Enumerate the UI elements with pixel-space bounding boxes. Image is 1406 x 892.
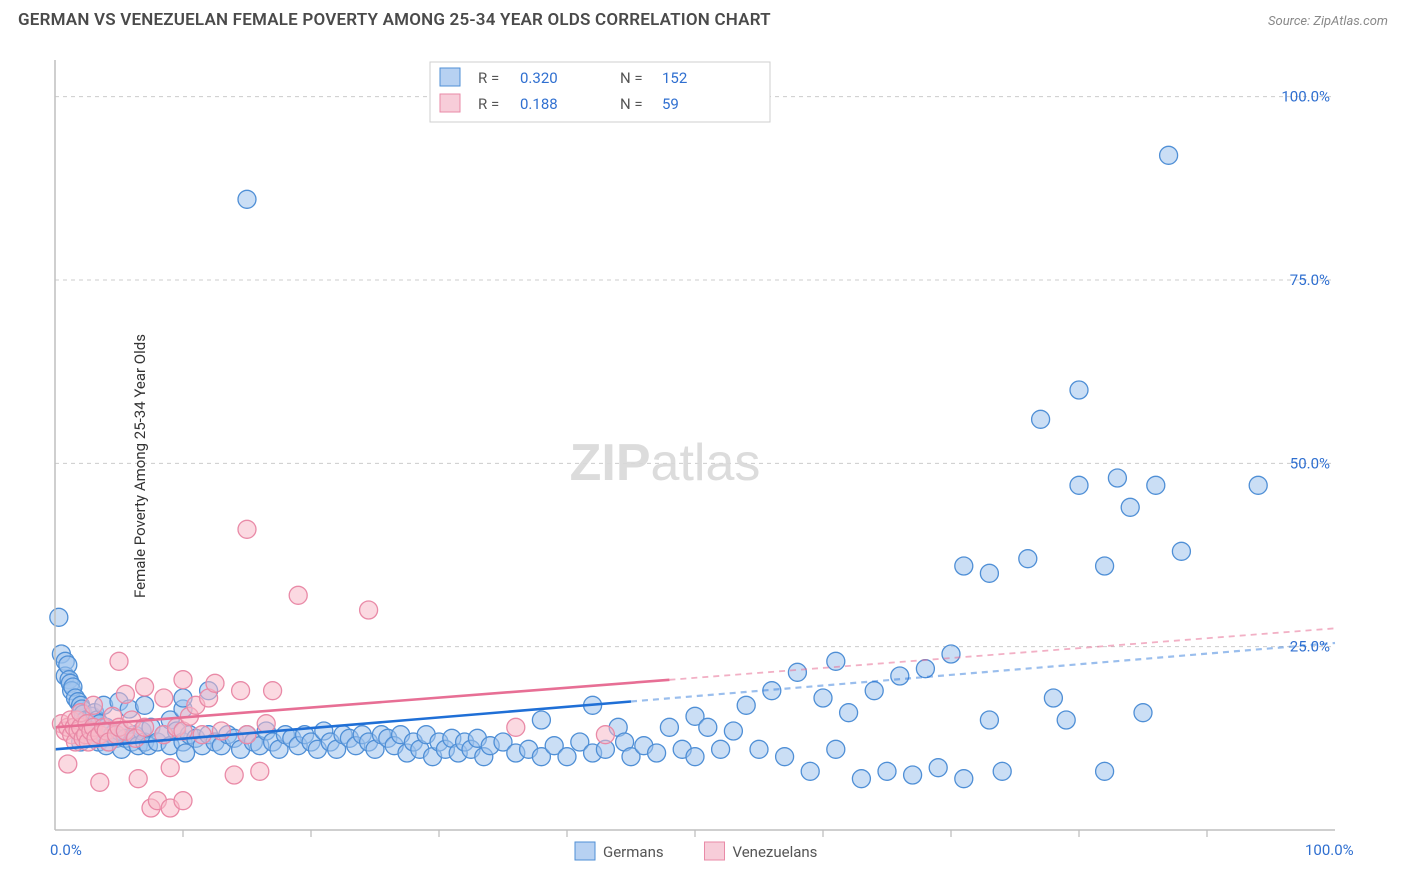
data-point-germans — [865, 682, 883, 700]
y-tick-label: 75.0% — [1290, 271, 1330, 289]
data-point-germans — [1096, 557, 1114, 575]
data-point-germans — [660, 718, 678, 736]
y-tick-label: 100.0% — [1281, 88, 1330, 106]
data-point-germans — [1249, 476, 1267, 494]
data-point-venezuelans — [174, 792, 192, 810]
data-point-germans — [648, 744, 666, 762]
data-point-germans — [737, 696, 755, 714]
data-point-germans — [801, 762, 819, 780]
data-point-venezuelans — [507, 718, 525, 736]
x-tick-label: 100.0% — [1305, 841, 1354, 859]
data-point-germans — [955, 557, 973, 575]
legend-swatch — [575, 842, 595, 860]
y-tick-label: 50.0% — [1290, 454, 1330, 472]
stats-n-label: N = — [620, 95, 643, 113]
data-point-germans — [1121, 498, 1139, 516]
data-point-venezuelans — [238, 520, 256, 538]
data-point-germans — [840, 704, 858, 722]
data-point-venezuelans — [136, 678, 154, 696]
data-point-germans — [558, 748, 576, 766]
data-point-germans — [852, 770, 870, 788]
data-point-germans — [686, 748, 704, 766]
chart-title: GERMAN VS VENEZUELAN FEMALE POVERTY AMON… — [18, 10, 771, 30]
legend-label: Venezuelans — [733, 843, 818, 861]
legend-label: Germans — [603, 843, 664, 861]
data-point-germans — [916, 660, 934, 678]
data-point-venezuelans — [84, 696, 102, 714]
stats-r-value: 0.320 — [520, 69, 558, 87]
watermark: ZIPatlas — [570, 434, 761, 492]
regression-extrapolation-germans — [631, 643, 1335, 701]
data-point-germans — [1019, 550, 1037, 568]
data-point-germans — [50, 608, 68, 626]
stats-n-value: 59 — [662, 95, 679, 113]
data-point-venezuelans — [110, 652, 128, 670]
stats-swatch — [440, 94, 460, 112]
chart-container: Female Poverty Among 25-34 Year Olds 25.… — [0, 40, 1406, 892]
regression-extrapolation-venezuelans — [669, 628, 1335, 679]
data-point-venezuelans — [360, 601, 378, 619]
x-tick-label: 0.0% — [50, 841, 82, 859]
data-point-germans — [827, 740, 845, 758]
data-point-germans — [724, 722, 742, 740]
data-point-germans — [980, 711, 998, 729]
data-point-germans — [1032, 410, 1050, 428]
stats-swatch — [440, 68, 460, 86]
scatter-chart: 25.0% 50.0% 75.0% 100.0% ZIPatlas 0.0% 100.0% R… — [0, 40, 1406, 892]
data-point-germans — [712, 740, 730, 758]
y-tick-label: 25.0% — [1290, 638, 1330, 656]
source-attribution: Source: ZipAtlas.com — [1268, 14, 1388, 29]
data-point-germans — [1070, 381, 1088, 399]
data-point-venezuelans — [206, 674, 224, 692]
stats-r-value: 0.188 — [520, 95, 558, 113]
data-point-venezuelans — [289, 586, 307, 604]
data-point-germans — [878, 762, 896, 780]
data-point-germans — [891, 667, 909, 685]
data-point-germans — [1108, 469, 1126, 487]
data-point-germans — [814, 689, 832, 707]
data-point-germans — [980, 564, 998, 582]
data-point-germans — [238, 190, 256, 208]
data-point-venezuelans — [225, 766, 243, 784]
data-point-germans — [993, 762, 1011, 780]
data-point-venezuelans — [264, 682, 282, 700]
data-point-germans — [942, 645, 960, 663]
data-point-venezuelans — [232, 682, 250, 700]
data-point-venezuelans — [596, 726, 614, 744]
data-point-germans — [1044, 689, 1062, 707]
y-axis-label: Female Poverty Among 25-34 Year Olds — [131, 334, 149, 598]
data-point-germans — [699, 718, 717, 736]
data-point-germans — [904, 766, 922, 784]
data-point-venezuelans — [251, 762, 269, 780]
data-point-venezuelans — [161, 759, 179, 777]
data-point-germans — [1172, 542, 1190, 560]
data-point-germans — [1147, 476, 1165, 494]
data-point-germans — [1096, 762, 1114, 780]
data-point-germans — [1070, 476, 1088, 494]
data-point-germans — [955, 770, 973, 788]
legend-swatch — [705, 842, 725, 860]
data-point-germans — [136, 696, 154, 714]
stats-n-label: N = — [620, 69, 643, 87]
data-point-germans — [1160, 146, 1178, 164]
data-point-germans — [532, 711, 550, 729]
data-point-venezuelans — [129, 770, 147, 788]
data-point-germans — [929, 759, 947, 777]
data-point-germans — [1057, 711, 1075, 729]
data-point-venezuelans — [116, 685, 134, 703]
data-point-venezuelans — [174, 671, 192, 689]
data-point-venezuelans — [193, 726, 211, 744]
stats-r-label: R = — [478, 69, 499, 87]
data-point-germans — [776, 748, 794, 766]
data-point-venezuelans — [91, 773, 109, 791]
data-point-germans — [750, 740, 768, 758]
stats-n-value: 152 — [662, 69, 687, 87]
data-point-venezuelans — [155, 689, 173, 707]
data-point-germans — [1134, 704, 1152, 722]
data-point-germans — [788, 663, 806, 681]
data-point-venezuelans — [59, 755, 77, 773]
stats-r-label: R = — [478, 95, 499, 113]
